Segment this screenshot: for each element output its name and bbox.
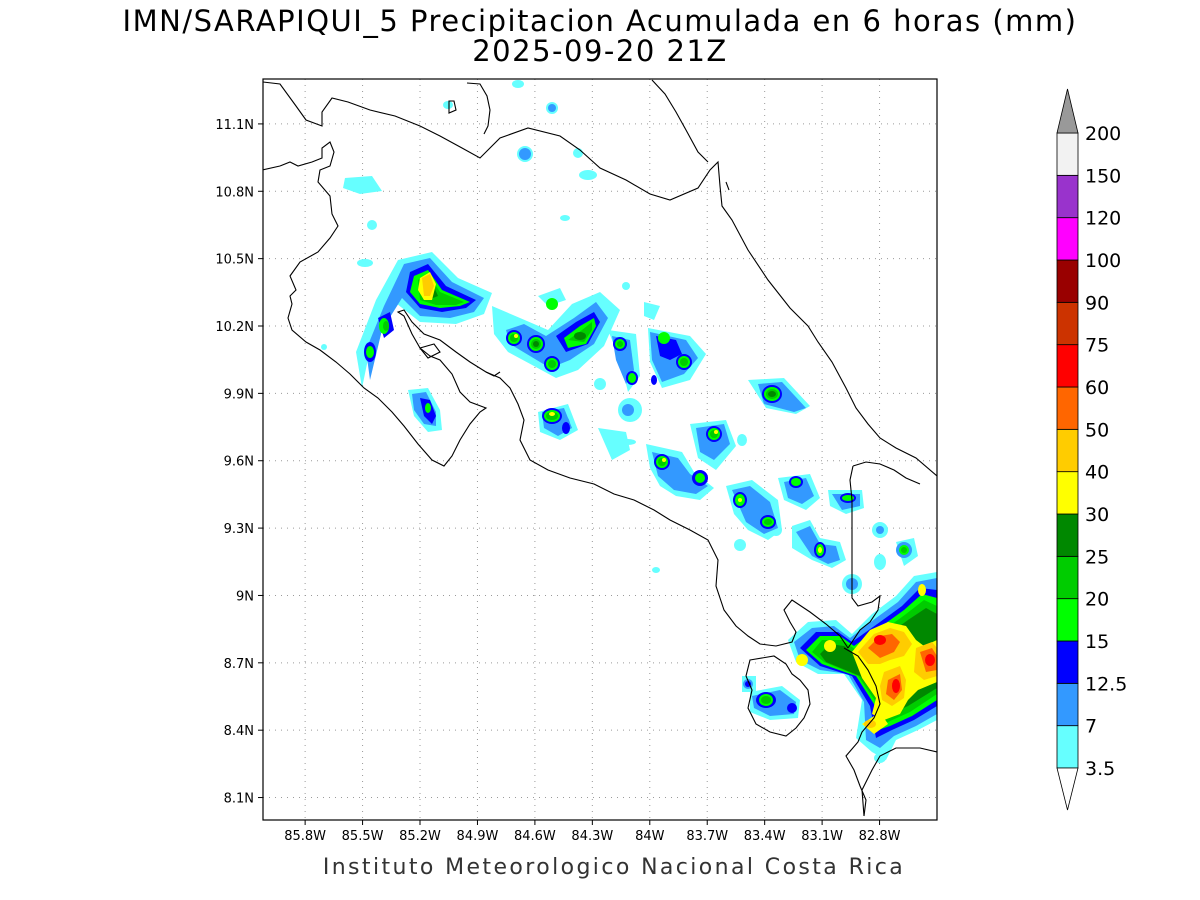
map-frame [262,78,938,821]
colorbar-bottom-arrow [1056,767,1079,811]
colorbar-swatch [1056,259,1079,303]
lat-tick-label: 8.1N [224,792,254,807]
colorbar-swatch [1056,344,1079,388]
lon-tick-label: 84.6W [514,829,556,844]
colorbar-swatch [1056,301,1079,346]
lat-tick-label: 11.1N [215,118,254,133]
lon-tick-label: 85.5W [342,829,384,844]
colorbar-swatch [1056,174,1079,219]
chart-subtitle: 2025-09-20 21Z [472,34,728,68]
colorbar-level-label: 60 [1085,377,1109,399]
lon-tick-label: 85.2W [399,829,441,844]
colorbar-level-label: 150 [1085,165,1121,187]
colorbar-level-label: 3.5 [1085,758,1115,780]
lat-tick-label: 8.4N [224,724,254,739]
colorbar-level-label: 90 [1085,292,1109,314]
colorbar-top-arrow [1056,88,1079,134]
lat-tick-label: 9.9N [224,387,254,402]
colorbar-level-label: 20 [1085,589,1109,611]
colorbar-level-label: 75 [1085,335,1109,357]
lat-tick-label: 9.6N [224,455,254,470]
longitude-tick-labels: 85.8W 85.5W 85.2W 84.9W 84.6W 84.3W 84W 83.7W 83… [284,820,901,844]
colorbar-swatch [1056,598,1079,642]
colorbar-swatch [1056,513,1079,557]
lon-tick-label: 85.8W [284,829,326,844]
colorbar-swatch [1056,555,1079,600]
lon-tick-label: 84W [635,829,665,844]
lat-tick-label: 10.8N [215,185,254,200]
lon-tick-label: 82.8W [859,829,901,844]
latitude-tick-labels: 8.1N 8.4N 8.7N 9N 9.3N 9.6N 9.9N 10.2N 10.5N 10.8… [215,118,263,807]
colorbar-level-label: 200 [1085,123,1121,145]
colorbar-swatch [1056,428,1079,473]
lon-tick-label: 84.9W [457,829,499,844]
lat-tick-label: 8.7N [224,657,254,672]
colorbar-swatch [1056,217,1079,261]
colorbar-level-label: 100 [1085,250,1121,272]
colorbar-swatch [1056,682,1079,727]
lon-tick-label: 83.4W [744,829,786,844]
coastlines [263,79,937,817]
colorbar-swatch [1056,132,1079,176]
colorbar-swatch [1056,640,1079,684]
map-plot-area [263,79,937,820]
lat-tick-label: 9N [236,589,254,604]
colorbar-level-label: 50 [1085,419,1109,441]
colorbar-swatch [1056,471,1079,515]
colorbar-swatch [1056,386,1079,430]
colorbar-level-label: 40 [1085,462,1109,484]
colorbar-swatch [1056,725,1079,769]
footer-credit: Instituto Meteorologico Nacional Costa R… [322,855,906,880]
colorbar-level-label: 12.5 [1085,673,1127,695]
colorbar-level-label: 30 [1085,504,1109,526]
lon-tick-label: 83.1W [801,829,843,844]
colorbar-level-label: 7 [1085,716,1097,738]
colorbar-level-label: 25 [1085,546,1109,568]
precip-field [321,80,937,763]
colorbar-level-label: 120 [1085,208,1121,230]
lon-tick-label: 83.7W [686,829,728,844]
colorbar-level-label: 15 [1085,631,1109,653]
lat-tick-label: 10.2N [215,320,254,335]
precipitation-colorbar: 3.5 7 12.5 15 20 25 30 40 50 60 75 90 100 120 150 200 [1056,88,1127,811]
lon-tick-label: 84.3W [571,829,613,844]
lat-tick-label: 10.5N [215,253,254,268]
lat-tick-label: 9.3N [224,522,254,537]
chart-title: IMN/SARAPIQUI_5 Precipitacion Acumulada … [122,4,1078,38]
